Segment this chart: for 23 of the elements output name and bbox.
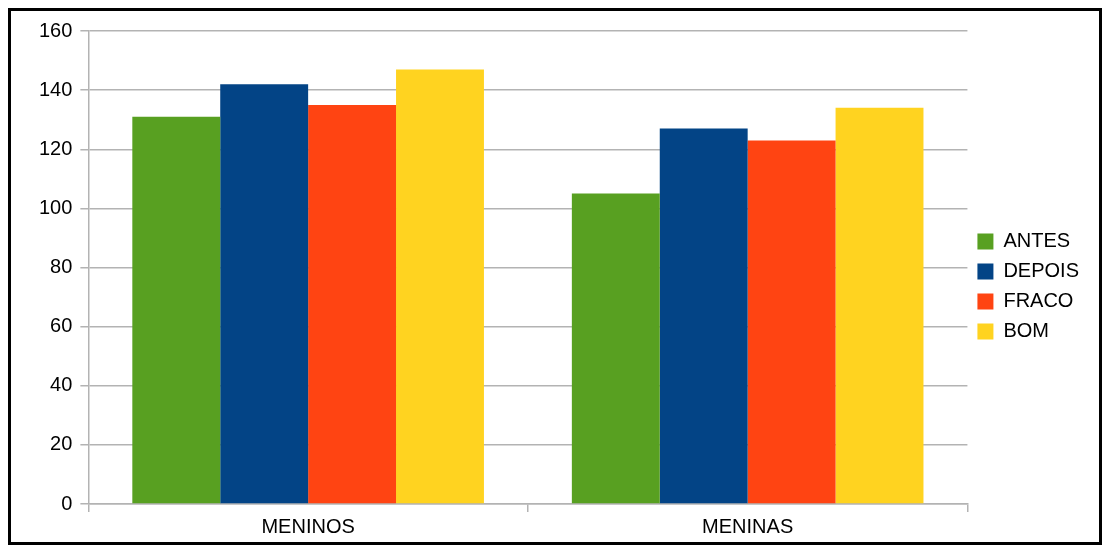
legend-label: ANTES xyxy=(1003,229,1071,252)
legend-label: DEPOIS xyxy=(1003,259,1079,282)
legend-label: BOM xyxy=(1003,319,1049,342)
y-tick-label: 40 xyxy=(50,373,73,396)
y-tick-label: 0 xyxy=(61,491,73,514)
bar xyxy=(308,104,397,504)
bar xyxy=(571,193,660,504)
y-tick-label: 100 xyxy=(38,195,73,218)
y-tick-label: 60 xyxy=(50,314,73,337)
bar xyxy=(659,128,748,504)
x-tick-label: MENINOS xyxy=(261,514,355,537)
x-tick-label: MENINAS xyxy=(702,514,794,537)
bar xyxy=(132,116,221,504)
bar xyxy=(220,84,309,504)
bar xyxy=(396,69,484,504)
y-tick-label: 120 xyxy=(38,136,73,159)
bar xyxy=(835,107,924,504)
bar xyxy=(747,140,836,504)
legend-label: FRACO xyxy=(1003,289,1074,312)
y-tick-label: 160 xyxy=(38,18,73,41)
y-tick-label: 20 xyxy=(50,432,73,455)
y-tick-label: 140 xyxy=(38,77,73,100)
y-tick-label: 80 xyxy=(50,255,73,278)
